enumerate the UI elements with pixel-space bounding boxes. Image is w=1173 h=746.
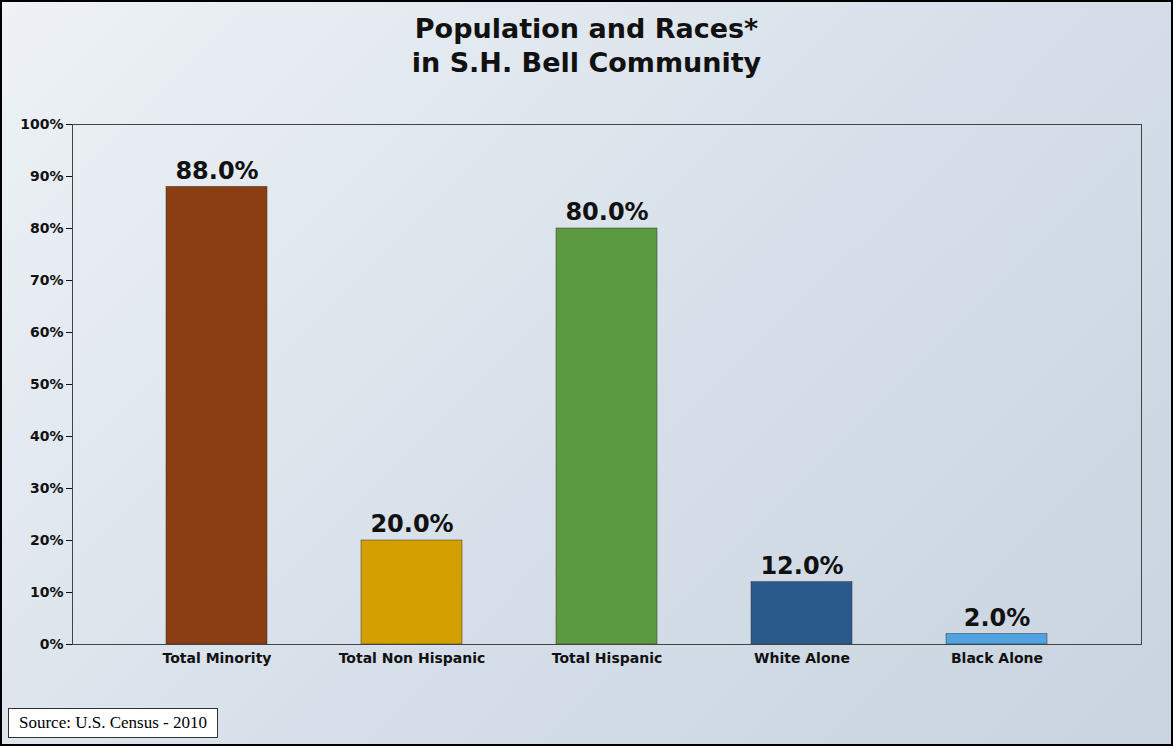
svg-text:10%: 10% bbox=[30, 584, 64, 600]
svg-text:80.0%: 80.0% bbox=[565, 198, 648, 226]
svg-text:50%: 50% bbox=[30, 376, 64, 392]
svg-text:Total Minority: Total Minority bbox=[163, 650, 272, 666]
svg-text:Total Non Hispanic: Total Non Hispanic bbox=[339, 650, 486, 666]
svg-text:2.0%: 2.0% bbox=[964, 604, 1031, 632]
svg-text:40%: 40% bbox=[30, 428, 64, 444]
svg-text:12.0%: 12.0% bbox=[760, 552, 843, 580]
svg-text:90%: 90% bbox=[30, 168, 64, 184]
svg-text:20%: 20% bbox=[30, 532, 64, 548]
svg-text:White Alone: White Alone bbox=[754, 650, 850, 666]
svg-text:Total Hispanic: Total Hispanic bbox=[552, 650, 663, 666]
svg-text:Black Alone: Black Alone bbox=[951, 650, 1043, 666]
svg-text:70%: 70% bbox=[30, 272, 64, 288]
svg-text:100%: 100% bbox=[20, 116, 63, 132]
svg-text:30%: 30% bbox=[30, 480, 64, 496]
svg-text:0%: 0% bbox=[40, 636, 64, 652]
svg-text:88.0%: 88.0% bbox=[175, 157, 258, 185]
html-text:Population and Races* in S.H.: Population and Races* in S.H. Bell Commu… bbox=[411, 13, 762, 78]
html-text:Source: U.S. Census - 2010: Source: U.S. Census - 2010 bbox=[19, 713, 207, 732]
svg-text:80%: 80% bbox=[30, 220, 64, 236]
svg-text:60%: 60% bbox=[30, 324, 64, 340]
svg-text:20.0%: 20.0% bbox=[370, 510, 453, 538]
